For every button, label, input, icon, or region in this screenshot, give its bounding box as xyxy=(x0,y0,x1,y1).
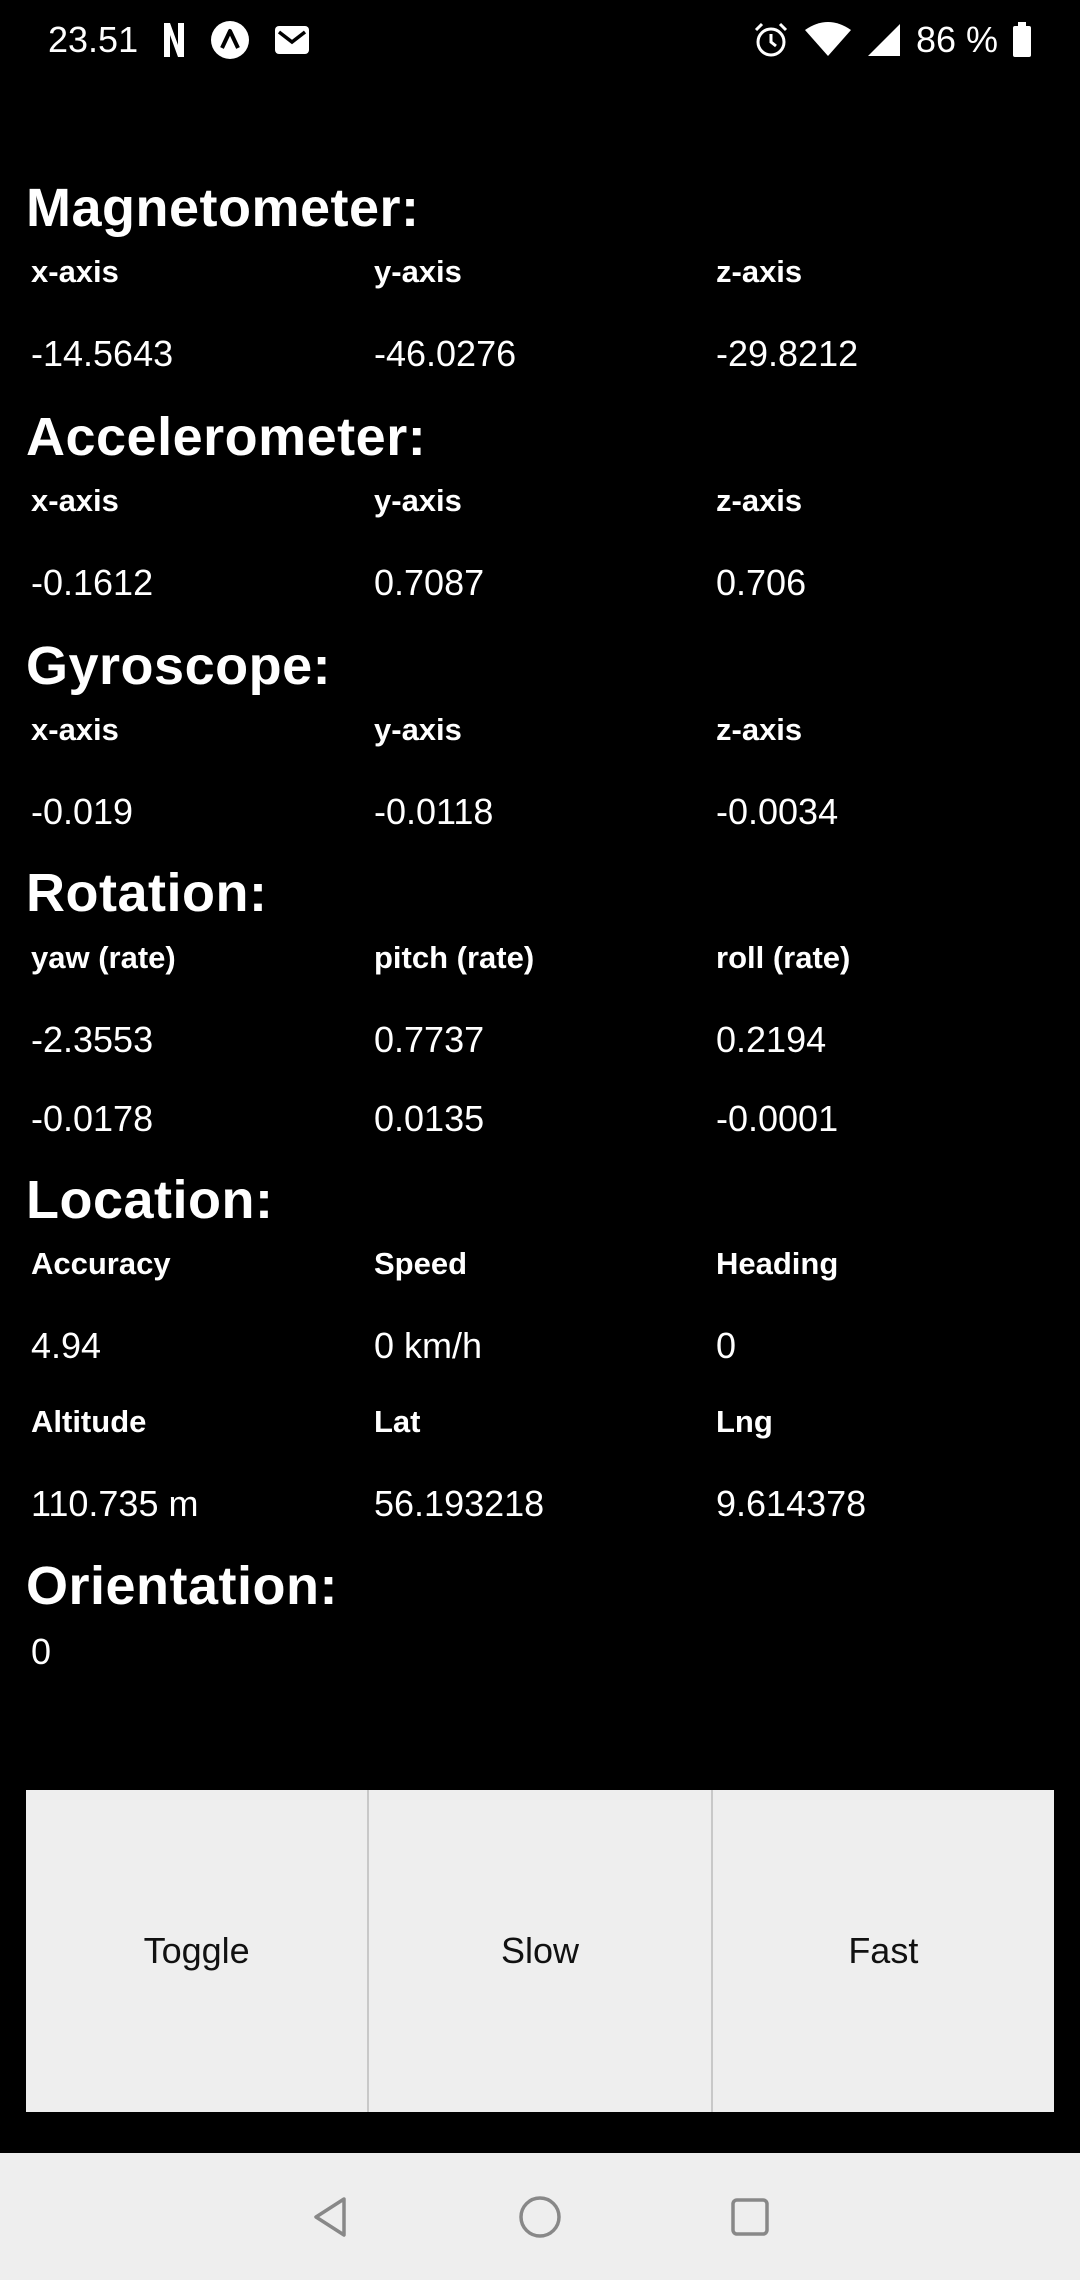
value-orientation: 0 xyxy=(31,1631,52,1672)
app-icon xyxy=(210,20,250,60)
label-speed: Speed xyxy=(374,1246,468,1281)
status-right: 86 % xyxy=(752,19,1032,61)
value-heading: 0 xyxy=(716,1325,737,1366)
location-labels-1: Accuracy Speed Heading xyxy=(0,1246,1080,1306)
value-accuracy: 4.94 xyxy=(31,1325,102,1366)
battery-text: 86 % xyxy=(915,19,998,60)
value-lng: 9.614378 xyxy=(716,1483,867,1524)
battery-icon xyxy=(1012,22,1032,58)
location-labels-2: Altitude Lat Lng xyxy=(0,1404,1080,1464)
rotation-title: Rotation: xyxy=(26,863,268,923)
rotation-labels: yaw (rate) pitch (rate) roll (rate) xyxy=(0,940,1080,1000)
label-y-axis: y-axis xyxy=(374,483,462,518)
value-z: 0.706 xyxy=(716,562,807,603)
fast-button[interactable]: Fast xyxy=(848,1930,919,1971)
value-z: -29.8212 xyxy=(716,333,859,374)
rate-pitch: 0.0135 xyxy=(374,1098,485,1139)
label-altitude: Altitude xyxy=(31,1404,147,1439)
label-accuracy: Accuracy xyxy=(31,1246,171,1281)
rate-yaw: -0.0178 xyxy=(31,1098,154,1139)
value-y: 0.7087 xyxy=(374,562,485,603)
label-y-axis: y-axis xyxy=(374,254,462,289)
back-icon[interactable] xyxy=(300,2187,360,2247)
value-pitch: 0.7737 xyxy=(374,1019,485,1060)
rotation-values: -2.3553 0.7737 0.2194 xyxy=(0,1019,1080,1079)
navigation-bar xyxy=(0,2153,1080,2280)
value-x: -14.5643 xyxy=(31,333,174,374)
label-y-axis: y-axis xyxy=(374,712,462,747)
wifi-icon xyxy=(804,22,852,58)
label-pitch: pitch (rate) xyxy=(374,940,535,975)
label-lat: Lat xyxy=(374,1404,421,1439)
value-x: -0.019 xyxy=(31,791,134,832)
slow-button[interactable]: Slow xyxy=(369,1790,713,2112)
label-x-axis: x-axis xyxy=(31,483,119,518)
label-lng: Lng xyxy=(716,1404,773,1439)
location-values-2: 110.735 m 56.193218 9.614378 xyxy=(0,1483,1080,1543)
value-altitude: 110.735 m xyxy=(31,1483,199,1524)
value-x: -0.1612 xyxy=(31,562,154,603)
location-title: Location: xyxy=(26,1170,274,1230)
label-x-axis: x-axis xyxy=(31,254,119,289)
accelerometer-values: -0.1612 0.7087 0.706 xyxy=(0,562,1080,622)
value-y: -0.0118 xyxy=(374,791,494,832)
accelerometer-title: Accelerometer: xyxy=(26,407,427,467)
orientation-title: Orientation: xyxy=(26,1556,338,1616)
value-y: -46.0276 xyxy=(374,333,517,374)
status-time: 23.51 xyxy=(48,19,139,60)
alarm-icon xyxy=(752,21,790,59)
location-values-1: 4.94 0 km/h 0 xyxy=(0,1325,1080,1385)
label-z-axis: z-axis xyxy=(716,254,803,289)
status-bar: 23.51 86 % xyxy=(0,0,1080,80)
value-roll: 0.2194 xyxy=(716,1019,827,1060)
rate-roll: -0.0001 xyxy=(716,1098,839,1139)
home-icon[interactable] xyxy=(510,2187,570,2247)
toggle-button[interactable]: Toggle xyxy=(26,1790,370,2112)
label-yaw: yaw (rate) xyxy=(31,940,176,975)
status-left: 23.51 xyxy=(48,19,310,61)
magnetometer-labels: x-axis y-axis z-axis xyxy=(0,254,1080,314)
label-x-axis: x-axis xyxy=(31,712,119,747)
rotation-rate-values: -0.0178 0.0135 -0.0001 xyxy=(0,1098,1080,1158)
recents-icon[interactable] xyxy=(720,2187,780,2247)
label-z-axis: z-axis xyxy=(716,712,803,747)
gyroscope-labels: x-axis y-axis z-axis xyxy=(0,712,1080,772)
value-z: -0.0034 xyxy=(716,791,839,832)
netflix-icon xyxy=(162,23,186,57)
label-roll: roll (rate) xyxy=(716,940,851,975)
value-speed: 0 km/h xyxy=(374,1325,483,1366)
orientation-values: 0 xyxy=(0,1631,1080,1691)
label-z-axis: z-axis xyxy=(716,483,803,518)
control-buttons: Toggle Slow Fast xyxy=(26,1790,1054,2112)
accelerometer-labels: x-axis y-axis z-axis xyxy=(0,483,1080,543)
magnetometer-values: -14.5643 -46.0276 -29.8212 xyxy=(0,333,1080,393)
magnetometer-title: Magnetometer: xyxy=(26,178,420,238)
gmail-icon xyxy=(274,25,310,55)
gyroscope-title: Gyroscope: xyxy=(26,636,332,696)
value-yaw: -2.3553 xyxy=(31,1019,154,1060)
label-heading: Heading xyxy=(716,1246,839,1281)
value-lat: 56.193218 xyxy=(374,1483,545,1524)
signal-icon xyxy=(866,22,902,58)
gyroscope-values: -0.019 -0.0118 -0.0034 xyxy=(0,791,1080,851)
